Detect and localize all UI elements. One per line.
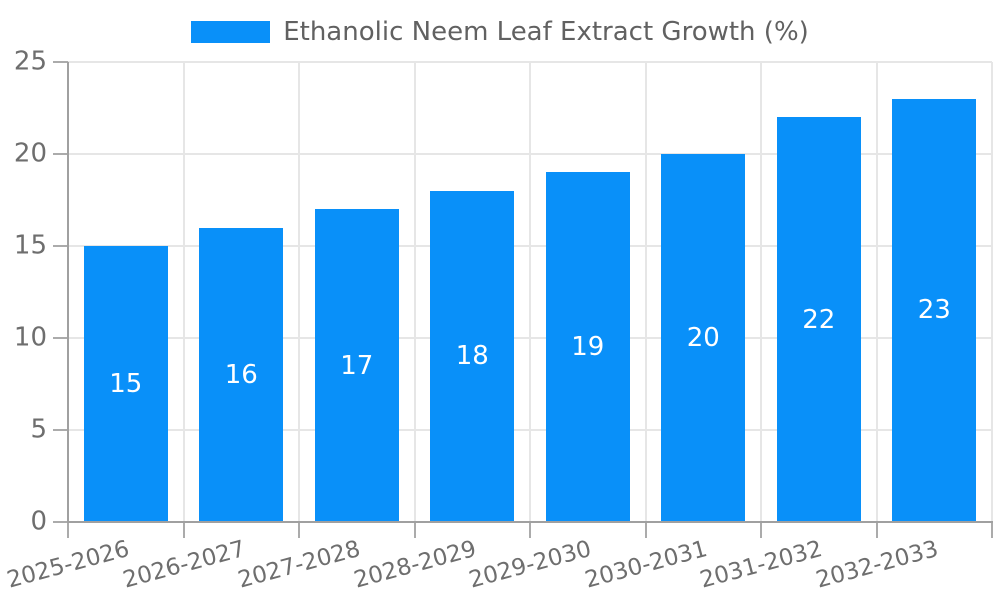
bar-value-label: 20: [686, 323, 720, 353]
x-axis-tick: [760, 522, 762, 538]
y-axis-tick: [53, 521, 68, 523]
x-axis-tick-label: 2032-2033: [813, 536, 941, 594]
bar-value-label: 15: [109, 369, 143, 399]
gridline-vertical: [413, 62, 416, 522]
y-axis-tick-label: 25: [13, 46, 47, 77]
y-axis-tick-label: 20: [13, 138, 47, 169]
bar: [430, 190, 515, 522]
x-axis-line: [67, 521, 993, 523]
y-axis-tick: [53, 337, 68, 339]
bar: [545, 172, 630, 522]
gridline-vertical: [875, 62, 878, 522]
x-axis-tick: [529, 522, 531, 538]
x-axis-tick: [182, 522, 185, 538]
x-axis-tick-label: 2028-2029: [351, 536, 479, 594]
gridline-vertical: [529, 62, 531, 522]
y-axis-tick: [53, 245, 68, 247]
x-axis-tick: [67, 522, 69, 538]
bar-value-label: 16: [224, 359, 258, 390]
legend-swatch: [191, 21, 271, 44]
gridline-vertical: [298, 62, 300, 522]
y-axis-tick-label: 15: [13, 230, 47, 261]
x-axis-tick: [644, 522, 647, 538]
x-axis-tick-label: 2030-2031: [582, 536, 710, 594]
bar-value-label: 23: [917, 295, 951, 326]
bar: [314, 209, 399, 522]
x-axis-tick: [413, 522, 416, 538]
x-axis-tick-label: 2029-2030: [466, 536, 595, 594]
y-axis-tick: [53, 61, 68, 63]
y-axis-tick: [53, 153, 68, 155]
legend-label: Ethanolic Neem Leaf Extract Growth (%): [283, 17, 809, 47]
x-axis-tick: [298, 522, 300, 538]
y-axis-line: [67, 62, 69, 522]
y-axis-tick-label: 0: [30, 506, 47, 537]
gridline-vertical: [182, 62, 185, 522]
bar: [776, 117, 861, 522]
bar-value-label: 17: [340, 350, 374, 381]
x-axis-tick-label: 2025-2026: [4, 536, 133, 594]
x-axis-tick: [875, 522, 878, 538]
bar: [892, 98, 977, 522]
y-axis-tick: [53, 429, 68, 431]
x-axis-tick: [991, 522, 993, 538]
gridline-vertical: [991, 62, 993, 522]
gridline-vertical: [644, 62, 647, 522]
bar-value-label: 22: [802, 304, 836, 335]
y-axis-tick-label: 10: [13, 322, 47, 353]
x-axis-tick-label: 2027-2028: [235, 536, 364, 594]
y-axis-tick-label: 5: [30, 414, 47, 445]
x-axis-tick-label: 2026-2027: [120, 536, 248, 594]
gridline-vertical: [760, 62, 762, 522]
x-axis-tick-label: 2031-2032: [697, 536, 826, 594]
legend: Ethanolic Neem Leaf Extract Growth (%): [0, 18, 1000, 47]
bar-value-label: 18: [455, 341, 489, 372]
bar-value-label: 19: [571, 332, 605, 363]
bar: [199, 227, 284, 522]
bar: [661, 154, 746, 522]
bar: [83, 246, 168, 522]
